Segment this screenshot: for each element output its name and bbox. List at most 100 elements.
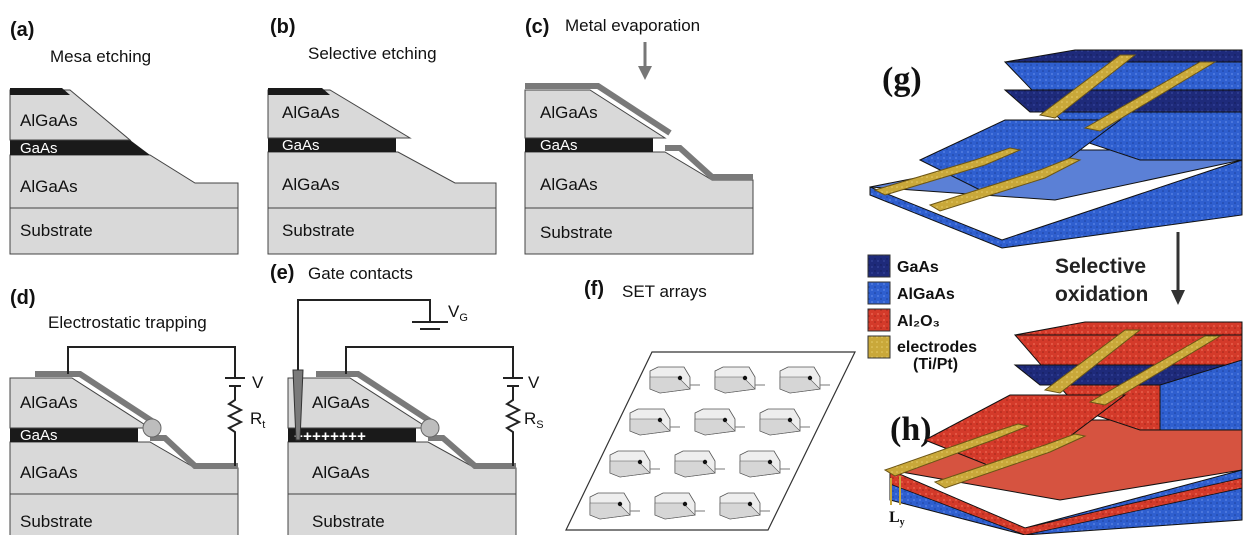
- electrode-lower-2: [928, 157, 1082, 212]
- panel-a-caption: Mesa etching: [50, 47, 151, 66]
- set-device: [589, 492, 640, 520]
- set-device: [719, 492, 770, 520]
- panel-d-label: (d): [10, 287, 36, 309]
- metal-film-top: [316, 371, 435, 426]
- metal-film-top: [525, 83, 672, 136]
- legend: GaAs AlGaAs Al₂O₃ electrodes (Ti/Pt): [867, 254, 977, 373]
- gaas-layer: [10, 140, 150, 155]
- gaas-layer: [268, 138, 396, 152]
- gate-tip: [292, 369, 304, 441]
- evaporation-arrow-head: [638, 66, 652, 80]
- set-device: [759, 408, 810, 436]
- set-device-island: [637, 459, 643, 465]
- mesa-unoxidized-core: [1159, 359, 1243, 431]
- metal-film-top: [35, 371, 157, 426]
- set-device: [674, 450, 725, 478]
- gaas-layer: [288, 428, 416, 442]
- panel-e: (e) Gate contacts ++++++++ VG V RS AlGaA…: [270, 262, 544, 535]
- panel-b-label: (b): [270, 16, 296, 38]
- gate-wire: [297, 299, 431, 370]
- layer-label-algaas-bottom: AlGaAs: [20, 463, 78, 482]
- metal-film-bottom: [150, 435, 238, 469]
- panel-h: (h) Ly: [883, 321, 1243, 535]
- gaas-layer: [525, 138, 653, 152]
- mesa-top-cap: [1014, 321, 1243, 336]
- process-label-line1: Selective: [1055, 255, 1146, 278]
- electrode-upper-2: [1083, 61, 1217, 132]
- panel-c-label: (c): [525, 16, 549, 38]
- layer-label-algaas-top: AlGaAs: [312, 393, 370, 412]
- set-device: [649, 366, 700, 394]
- panel-a: (a) Mesa etching AlGaAs GaAs AlGaAs Subs…: [9, 19, 239, 255]
- gaas-layer: [10, 428, 138, 442]
- upper-algaas-layer: [524, 89, 667, 139]
- set-device-front-face: [694, 418, 736, 436]
- set-device-island: [767, 459, 773, 465]
- set-device-island: [702, 459, 708, 465]
- layer-label-algaas-top: AlGaAs: [540, 103, 598, 122]
- set-device-front-face: [719, 502, 761, 520]
- set-device-island: [677, 375, 683, 381]
- panel-f-caption: SET arrays: [622, 282, 707, 301]
- base-front-face: [869, 159, 1243, 249]
- layer-label-algaas-bottom: AlGaAs: [312, 463, 370, 482]
- set-device-island: [747, 501, 753, 507]
- legend-swatch-gaas: [867, 254, 891, 278]
- electrode-lower-2: [933, 433, 1087, 489]
- layer-label-substrate: Substrate: [20, 221, 93, 240]
- dimension-label: Ly: [889, 509, 905, 528]
- substrate-layer: [267, 207, 497, 255]
- set-device-island: [657, 417, 663, 423]
- set-device-front-face: [649, 376, 691, 394]
- lower-step-top: [923, 394, 1127, 469]
- set-device-front-face: [589, 502, 631, 520]
- resistor-symbol: [504, 386, 522, 466]
- circuit-wire: [345, 346, 514, 378]
- panel-d: (d) Electrostatic trapping V Rt AlGaAs G…: [9, 287, 265, 535]
- set-device: [694, 408, 745, 436]
- circuit-wire: [67, 346, 236, 378]
- cap-layer: [10, 88, 70, 95]
- set-device: [779, 366, 830, 394]
- panel-b-caption: Selective etching: [308, 44, 437, 63]
- cap-layer: [268, 88, 330, 95]
- nanoparticle: [142, 418, 162, 438]
- legend-swatch-electrodes: [867, 335, 891, 359]
- layer-label-substrate: Substrate: [540, 223, 613, 242]
- electrode-upper-1: [1043, 329, 1142, 394]
- legend-label-electrodes: electrodes: [897, 339, 977, 356]
- metal-film-bottom: [428, 435, 516, 469]
- layer-label-algaas-bottom: AlGaAs: [540, 175, 598, 194]
- layer-label-gaas: GaAs: [540, 137, 578, 154]
- process-arrow: Selective oxidation: [1055, 232, 1185, 306]
- panel-d-caption: Electrostatic trapping: [48, 313, 207, 332]
- metal-film-bottom: [665, 145, 753, 180]
- gate-voltage-label: VG: [448, 302, 468, 324]
- layer-label-substrate: Substrate: [20, 512, 93, 531]
- set-device-island: [807, 375, 813, 381]
- set-device: [654, 492, 705, 520]
- panel-e-caption: Gate contacts: [308, 264, 413, 283]
- panel-g-label: (g): [882, 61, 922, 98]
- layer-label-gaas: GaAs: [20, 140, 58, 157]
- panel-b: (b) Selective etching AlGaAs GaAs AlGaAs…: [267, 16, 497, 255]
- set-device-front-face: [609, 460, 651, 478]
- layer-label-algaas-top: AlGaAs: [20, 111, 78, 130]
- electrode-upper-1: [1038, 54, 1137, 119]
- nanoparticle: [420, 418, 440, 438]
- set-device-island: [682, 501, 688, 507]
- legend-label-electrodes-material: (Ti/Pt): [913, 356, 958, 373]
- resistor-label: Rt: [250, 409, 265, 431]
- panel-e-label: (e): [270, 262, 294, 284]
- panel-f-label: (f): [584, 278, 604, 300]
- set-device-front-face: [739, 460, 781, 478]
- electrode-upper-2: [1088, 335, 1222, 406]
- set-device-front-face: [759, 418, 801, 436]
- electrode-lower-1: [873, 147, 1022, 196]
- set-device: [629, 408, 680, 436]
- layer-label-algaas-bottom: AlGaAs: [282, 175, 340, 194]
- substrate-layer: [9, 207, 239, 255]
- set-device: [739, 450, 790, 478]
- panel-f: (f) SET arrays: [565, 278, 856, 531]
- panel-h-label: (h): [890, 411, 932, 448]
